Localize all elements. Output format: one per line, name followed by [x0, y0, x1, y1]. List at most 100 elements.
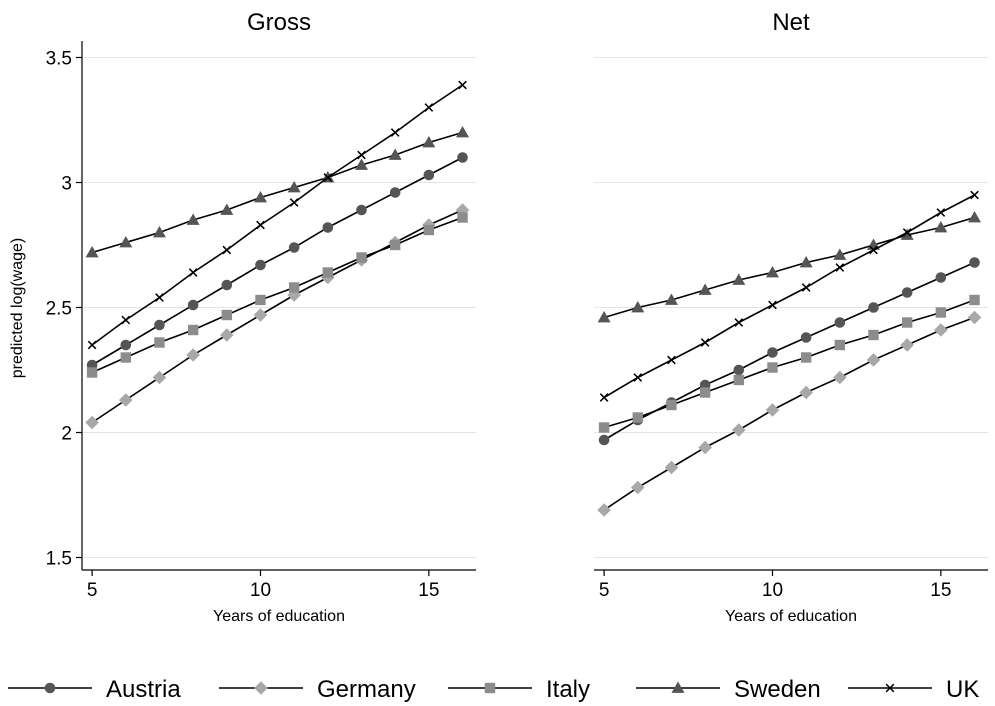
- series-austria: [598, 257, 980, 446]
- series-line: [603, 216, 975, 319]
- data-point: [356, 204, 367, 216]
- data-point: [253, 191, 267, 203]
- legend-item-germany: Germany: [219, 676, 416, 703]
- data-point: [733, 374, 745, 386]
- data-point: [220, 203, 234, 215]
- panel-1: Gross 1.5 2 2.5 3 3.5 5 10 15 Years of education: [46, 9, 476, 625]
- panel-2: Net 5 10 15 Years of education: [594, 9, 988, 625]
- data-point: [765, 266, 779, 278]
- series-italy: [598, 294, 980, 433]
- legend-marker: [671, 681, 685, 693]
- data-point: [187, 324, 199, 336]
- data-point: [698, 283, 712, 295]
- x-tick-label: 15: [418, 580, 439, 601]
- data-point: [388, 148, 402, 160]
- data-point: [835, 263, 845, 272]
- data-point: [457, 212, 468, 223]
- legend-item-sweden: Sweden: [636, 676, 821, 703]
- legend-marker: [885, 683, 895, 693]
- data-point: [288, 242, 300, 253]
- legend-item-italy: Italy: [448, 676, 590, 703]
- data-point: [698, 440, 712, 455]
- data-point: [186, 213, 200, 225]
- data-point: [85, 415, 99, 430]
- data-point: [631, 301, 645, 313]
- data-point: [970, 190, 979, 200]
- legend-label: Germany: [317, 676, 416, 703]
- data-point: [868, 329, 879, 341]
- series-line: [603, 261, 975, 441]
- panel-title: Gross: [247, 9, 311, 36]
- data-point: [355, 158, 369, 170]
- y-tick-label: 2: [61, 424, 72, 445]
- data-point: [323, 173, 333, 182]
- x-tick-label: 5: [87, 580, 98, 601]
- legend-label: UK: [946, 676, 979, 703]
- data-point: [598, 422, 610, 433]
- data-point: [767, 347, 778, 358]
- legend: Austria Germany Italy Sweden UK: [8, 676, 979, 703]
- data-point: [666, 399, 677, 411]
- x-tick-label: 10: [762, 580, 783, 601]
- y-tick-label: 3.5: [46, 49, 72, 70]
- data-point: [121, 315, 131, 325]
- data-point: [934, 323, 948, 337]
- data-point: [969, 294, 980, 306]
- data-point: [934, 221, 948, 233]
- data-point: [869, 245, 878, 255]
- data-point: [390, 128, 400, 137]
- y-axis-title: predicted log(wage): [9, 238, 26, 379]
- data-point: [221, 279, 233, 291]
- data-point: [187, 299, 199, 311]
- data-point: [599, 393, 609, 402]
- series-sweden: [85, 126, 470, 258]
- data-point: [630, 480, 645, 495]
- data-point: [765, 403, 780, 417]
- data-point: [220, 328, 234, 342]
- data-point: [322, 222, 334, 233]
- y-tick-label: 1.5: [46, 549, 72, 570]
- data-point: [732, 423, 746, 437]
- data-point: [733, 364, 745, 376]
- data-point: [155, 293, 164, 302]
- data-point: [833, 248, 847, 260]
- data-point: [968, 211, 982, 223]
- series-line: [91, 131, 463, 254]
- data-point: [900, 338, 914, 352]
- data-point: [967, 310, 982, 325]
- series-uk: [87, 80, 467, 350]
- series-austria: [86, 152, 468, 371]
- data-point: [667, 355, 676, 365]
- data-point: [186, 348, 200, 362]
- data-point: [356, 252, 367, 263]
- x-tick-label: 10: [250, 580, 271, 601]
- series-germany: [597, 310, 982, 517]
- data-point: [86, 367, 98, 378]
- data-point: [287, 181, 301, 193]
- data-point: [85, 246, 99, 258]
- data-point: [152, 226, 166, 238]
- data-point: [154, 319, 165, 331]
- data-point: [801, 283, 811, 292]
- data-point: [902, 228, 912, 237]
- data-point: [664, 460, 679, 475]
- data-point: [800, 352, 812, 363]
- series-line: [603, 316, 975, 511]
- data-point: [119, 236, 133, 248]
- data-point: [120, 339, 132, 351]
- data-point: [700, 338, 710, 347]
- x-axis-title: Years of education: [725, 608, 857, 625]
- data-point: [458, 80, 467, 90]
- legend-marker: [44, 682, 56, 694]
- data-point: [423, 224, 435, 236]
- data-point: [935, 307, 947, 318]
- legend-item-uk: UK: [848, 676, 979, 703]
- data-point: [699, 387, 711, 398]
- series-italy: [86, 212, 468, 378]
- data-point: [901, 317, 913, 328]
- data-point: [866, 353, 881, 367]
- data-point: [833, 370, 847, 385]
- data-point: [664, 293, 678, 305]
- data-point: [221, 309, 233, 321]
- data-point: [598, 434, 610, 446]
